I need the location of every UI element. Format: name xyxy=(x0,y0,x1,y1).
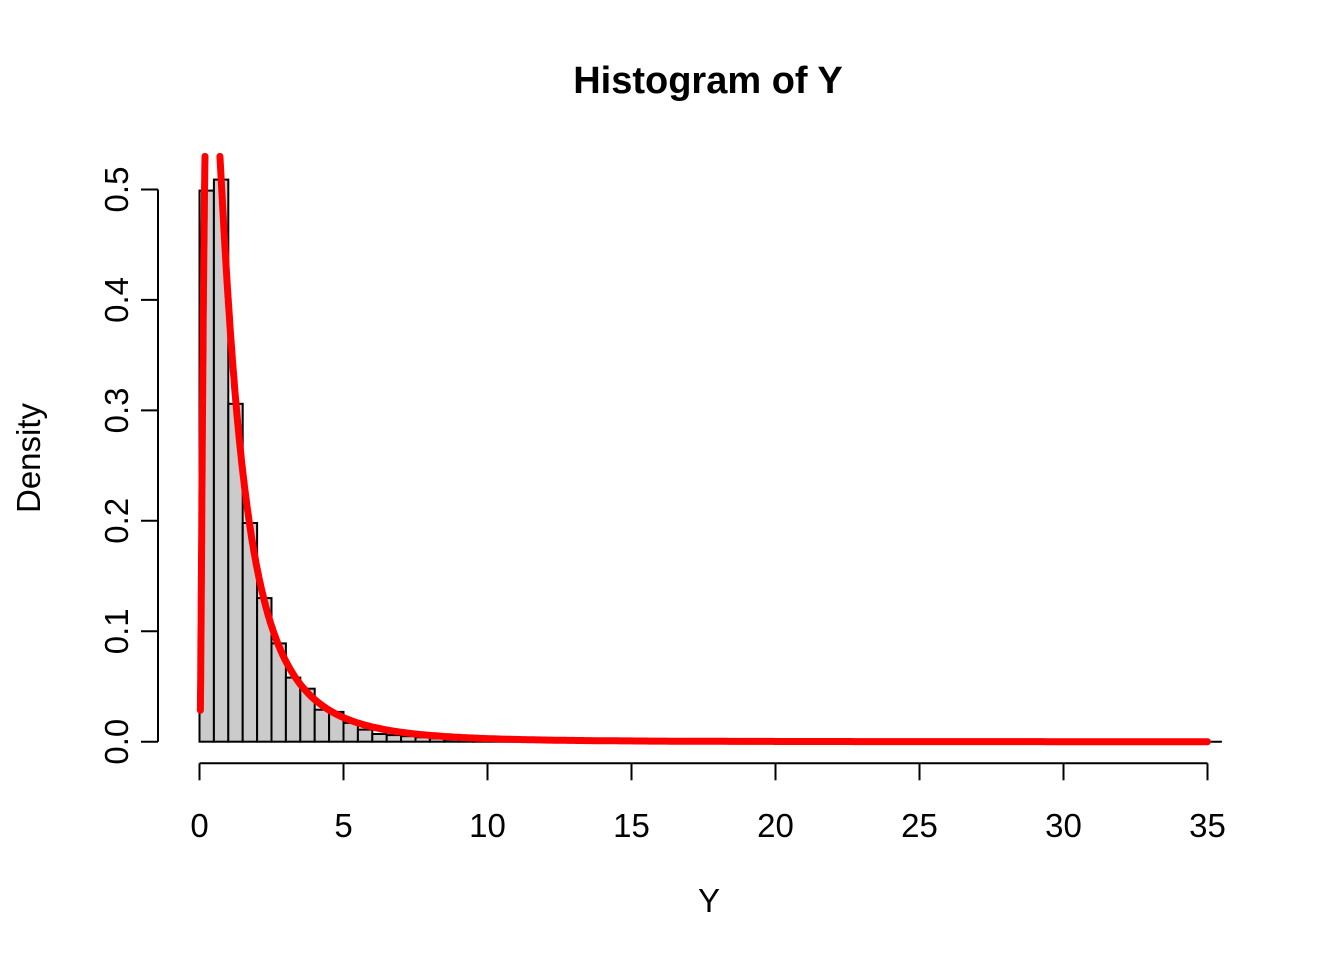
x-tick-label: 25 xyxy=(901,807,938,844)
density-curve-segment xyxy=(196,152,209,714)
x-tick-label: 0 xyxy=(190,807,208,844)
histogram-bar xyxy=(284,676,302,743)
plot-title: Histogram of Y xyxy=(573,60,843,102)
y-tick-label: 0.3 xyxy=(98,387,135,433)
histogram-bar xyxy=(385,734,403,743)
y-tick-label: 0.1 xyxy=(98,608,135,654)
histogram-bar xyxy=(371,733,388,743)
y-axis-label: Density xyxy=(10,402,47,513)
histogram-bars xyxy=(198,178,1222,743)
histogram-bar xyxy=(356,728,374,743)
density-curve-segment xyxy=(216,152,1211,746)
y-tick-label: 0.5 xyxy=(98,167,135,213)
x-tick-label: 30 xyxy=(1045,807,1082,844)
histogram-bar xyxy=(313,708,331,743)
x-axis-label: Y xyxy=(698,882,720,919)
y-tick-label: 0.0 xyxy=(98,719,135,765)
x-tick-label: 35 xyxy=(1189,807,1226,844)
x-tick-label: 15 xyxy=(613,807,650,844)
x-tick-label: 5 xyxy=(334,807,352,844)
y-tick-label: 0.2 xyxy=(98,498,135,544)
density-curve xyxy=(196,152,1211,746)
y-tick-label: 0.4 xyxy=(98,277,135,323)
x-axis: 0 5 10 15 20 25 30 35 xyxy=(190,762,1226,844)
x-tick-label: 10 xyxy=(469,807,506,844)
y-axis: 0.0 0.1 0.2 0.3 0.4 0.5 xyxy=(98,167,159,765)
x-tick-label: 20 xyxy=(757,807,794,844)
